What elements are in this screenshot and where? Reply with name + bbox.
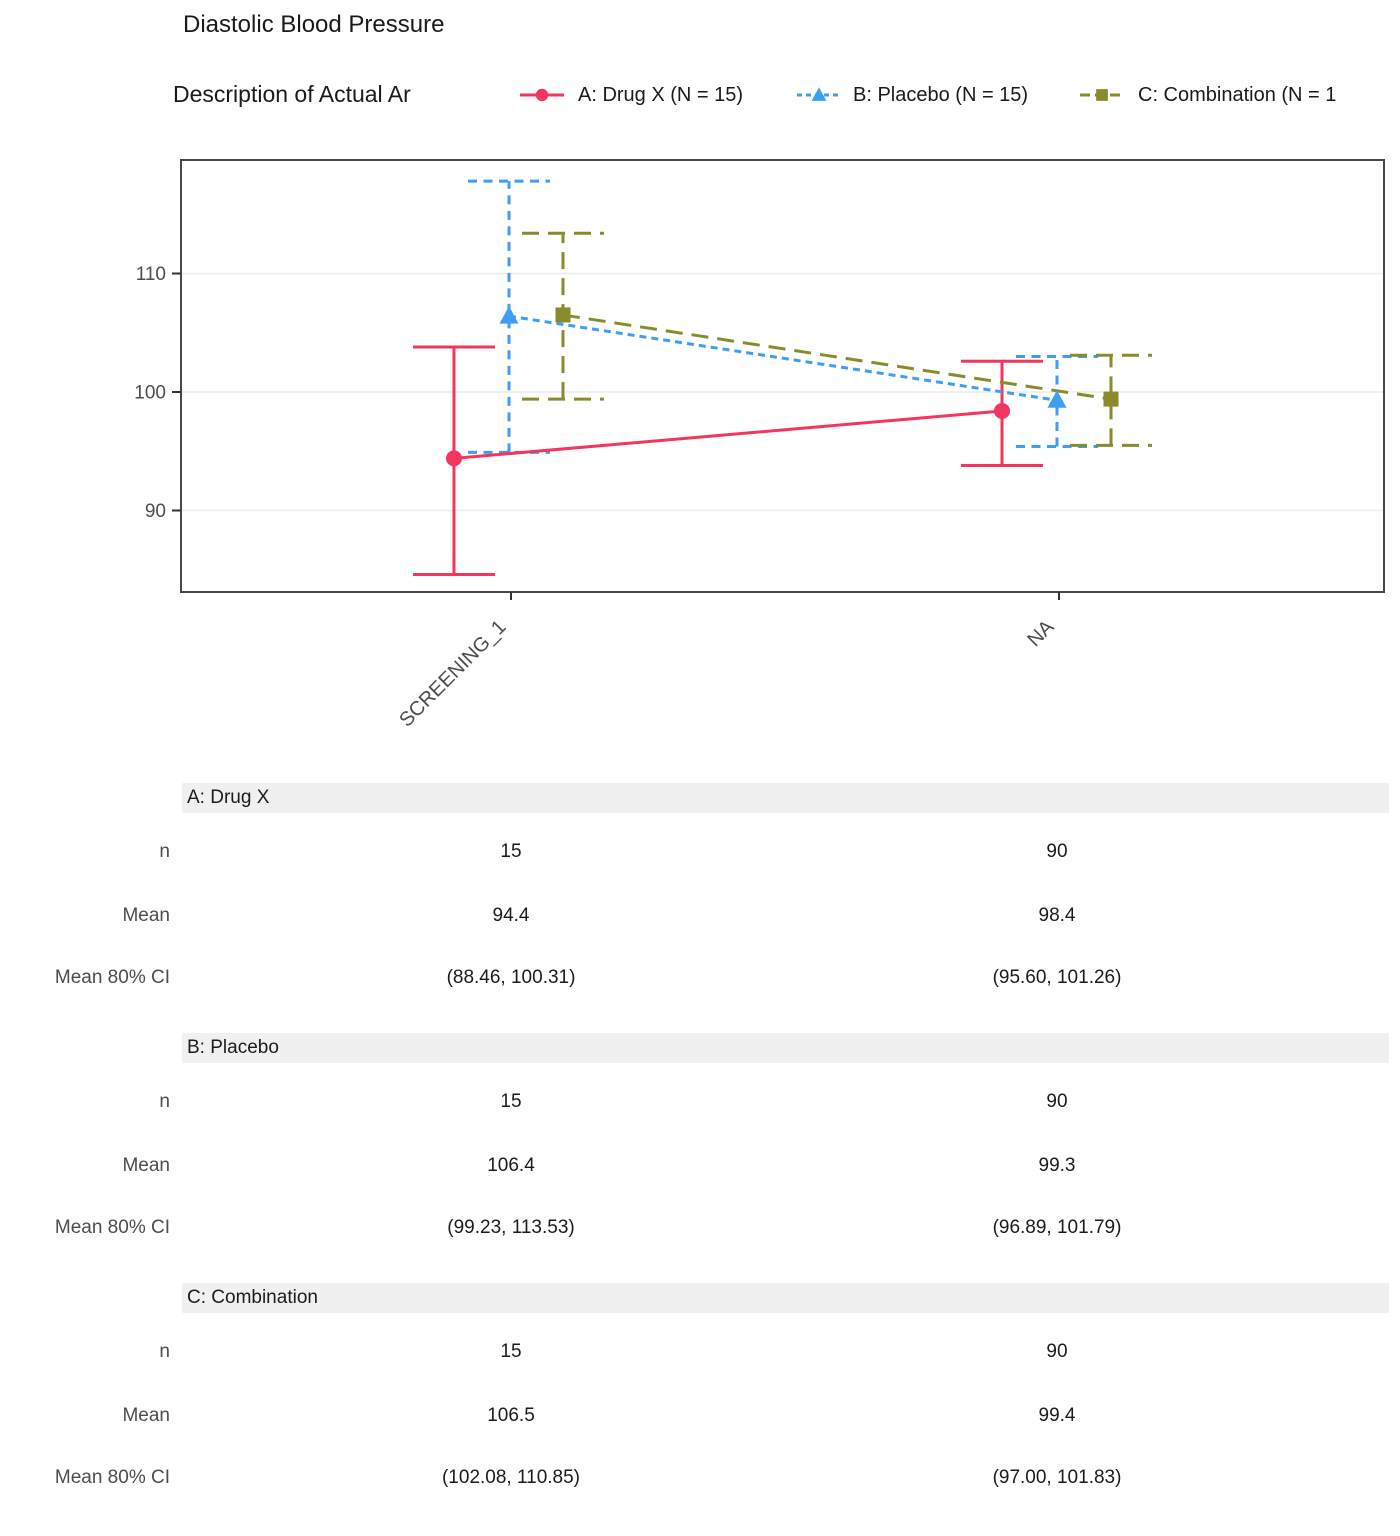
table-cell: 98.4 (1038, 905, 1076, 926)
legend-key-square-icon (1080, 89, 1124, 101)
table-cell: 106.5 (487, 1405, 535, 1426)
table-section-header: C: Combination (182, 1283, 1389, 1313)
table-cell: 99.4 (1038, 1405, 1076, 1426)
legend-marker-triangle (811, 87, 827, 101)
table-row-label: Mean 80% CI (54, 1467, 170, 1488)
table-cell: 94.4 (492, 905, 530, 926)
series-line-C: Combination (N = 1 (562, 313, 1112, 401)
table-cell: 90 (1046, 841, 1068, 862)
series-point-C: Combination (N = 1-SCREENING_1 (555, 307, 571, 323)
series-line-A: Drug X (N = 15) (453, 409, 1003, 460)
legend-key-triangle-icon (797, 87, 841, 101)
y-tick-label: 100 (134, 383, 166, 404)
legend-marker-circle (535, 88, 549, 102)
table-cell: 90 (1046, 1091, 1068, 1112)
series-point-B: Placebo (N = 15)-NA (1047, 390, 1067, 408)
table-cell: 15 (500, 1341, 522, 1362)
legend-item-label: B: Placebo (N = 15) (853, 84, 1029, 106)
table-cell: 15 (500, 1091, 522, 1112)
table-cell: (99.23, 113.53) (447, 1217, 575, 1238)
plot-area: 90 100 110 SCREENING_1 NA (134, 159, 1385, 731)
table-row-label: Mean 80% CI (54, 1217, 170, 1238)
y-tick-label: 110 (136, 264, 166, 285)
table-row-label: n (159, 1341, 170, 1362)
panel-border (180, 159, 1385, 593)
table-cell: (97.00, 101.83) (992, 1467, 1122, 1488)
table-section-header: B: Placebo (182, 1033, 1389, 1063)
table-cell: 106.4 (487, 1155, 535, 1176)
table-row-label: Mean 80% CI (54, 967, 170, 988)
series-point-C: Combination (N = 1-NA (1103, 391, 1119, 407)
table-cell: (96.89, 101.79) (992, 1217, 1122, 1238)
series-point-A: Drug X (N = 15)-NA (994, 402, 1010, 419)
table-cell: 15 (500, 841, 522, 862)
series-line-B: Placebo (N = 15) (508, 314, 1058, 402)
series-point-A: Drug X (N = 15)-SCREENING_1 (446, 450, 462, 467)
series-point-B: Placebo (N = 15)-SCREENING_1 (499, 306, 519, 324)
table-cell: (95.60, 101.26) (992, 967, 1122, 988)
chart-title: Diastolic Blood Pressure (183, 11, 445, 38)
x-tick-label: SCREENING_1 (395, 616, 510, 731)
table-row-label: Mean (122, 1155, 170, 1176)
table-row-label: n (159, 1091, 170, 1112)
chart-subtitle: Description of Actual Ar (173, 81, 411, 107)
legend-item-label: C: Combination (N = 1 (1138, 84, 1337, 106)
table-cell: 99.3 (1038, 1155, 1076, 1176)
table-section-header: A: Drug X (182, 783, 1389, 813)
table-cell: (102.08, 110.85) (441, 1467, 581, 1488)
errorbar-C: Combination (N = 1-NA (1070, 353, 1152, 447)
legend-marker-square (1096, 89, 1108, 101)
x-tick-label: NA (1023, 616, 1059, 652)
table-row-label: n (159, 841, 170, 862)
legend-item-label: A: Drug X (N = 15) (578, 84, 744, 106)
table-row-label: Mean (122, 905, 170, 926)
legend-key-circle-icon (520, 88, 564, 102)
table-row-label: Mean (122, 1405, 170, 1426)
table-cell: (88.46, 100.31) (446, 967, 576, 988)
table-cell: 90 (1046, 1341, 1068, 1362)
y-tick-label: 90 (145, 501, 166, 522)
